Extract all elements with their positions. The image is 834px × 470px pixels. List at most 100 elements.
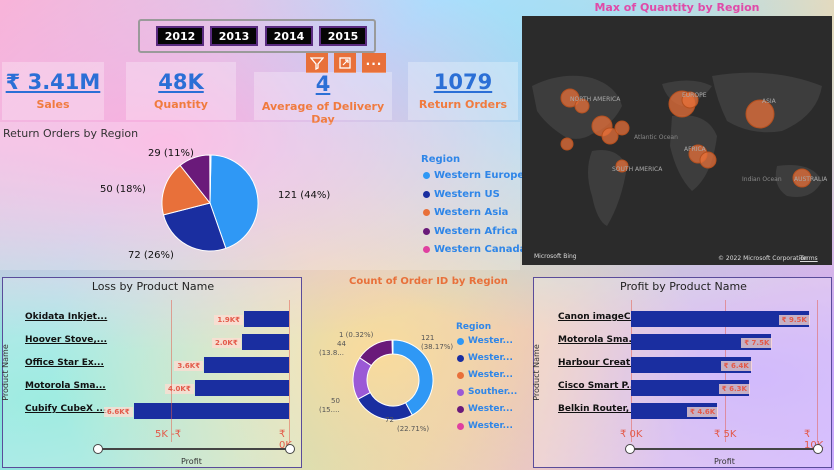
kpi-delivery-day: 4 Average of Delivery Day [254,72,392,126]
profit-bar[interactable] [631,311,809,327]
profit-category-label: Belkin Router, ... [558,404,643,414]
donut-legend-item[interactable]: Wester... [457,370,513,380]
legend-label: Wester... [468,336,513,346]
kpi-label: Return Orders [418,98,508,111]
loss-bar[interactable] [242,334,289,350]
legend-dot [457,388,464,396]
profit-data-label: ₹ 4.6K [687,407,719,417]
loss-bar[interactable] [244,311,289,327]
donut-legend-item[interactable]: Wester... [457,353,513,363]
pie-legend-item[interactable]: Western US [423,189,500,200]
map-label: SOUTH AMERICA [612,166,663,173]
loss-data-label: 6.6K₹ [103,407,133,417]
legend-label: Western US [434,188,500,200]
loss-data-label: 3.6K₹ [174,361,204,371]
profit-range-slider-track[interactable] [629,448,817,450]
filter-icon[interactable] [306,53,328,73]
legend-label: Western Asia [434,207,509,218]
loss-bar[interactable] [204,357,289,373]
profit-category-label: Canon imageC... [558,312,641,322]
legend-label: Wester... [468,421,513,431]
profit-gridline [817,300,818,442]
focus-mode-icon[interactable] [334,53,356,73]
donut-data-label: 121 [421,334,434,342]
map-bubble [699,151,717,169]
loss-category-label: Okidata Inkjet... [25,312,108,322]
legend-dot [423,190,430,198]
loss-range-slider-track[interactable] [97,448,291,450]
loss-range-slider-handle-start[interactable] [93,444,103,454]
year-button-2013[interactable]: 2013 [210,26,258,46]
loss-data-label: 4.0K₹ [165,384,194,394]
pie-data-label: 72 (26%) [128,250,174,261]
loss-gridline [289,300,290,442]
donut-legend-item[interactable]: Wester... [457,404,513,414]
pie-legend-item[interactable]: Western Europe [423,170,524,181]
loss-bar[interactable] [133,403,289,419]
donut-data-label: 72 [385,416,394,424]
kpi-label: Average of Delivery Day [261,100,385,126]
profit-x-tick: ₹ 0K [620,429,643,440]
profit-x-tick: ₹ 5K [714,429,737,440]
return-orders-panel [0,122,520,270]
loss-range-slider-handle-end[interactable] [285,444,295,454]
loss-bar[interactable] [195,380,289,396]
year-button-2015[interactable]: 2015 [319,26,367,46]
pie-slice [209,154,259,249]
map-bubble [574,98,590,114]
legend-dot [457,337,464,345]
legend-label: Western Europe [434,170,525,181]
profit-bar[interactable] [631,334,772,350]
profit-range-slider-handle-start[interactable] [625,444,635,454]
pie-legend-item[interactable]: Western Asia [423,207,508,218]
donut-data-label: (22.71%) [397,425,429,433]
donut-data-label: (15.... [319,406,340,414]
quantity-map[interactable]: NORTH AMERICA EUROPE ASIA AFRICA SOUTH A… [522,16,832,265]
map-label: AUSTRALIA [794,176,828,183]
loss-panel: Loss by Product Name Product Name Okidat… [1,277,302,468]
pie-legend-item[interactable]: Western Canada [423,244,526,255]
loss-gridline [171,300,172,442]
legend-dot [423,227,430,235]
legend-dot [423,246,430,253]
map-label: Atlantic Ocean [634,134,678,141]
loss-category-label: Motorola Sma... [25,381,106,391]
map-title: Max of Quantity by Region [594,1,760,14]
legend-label: Souther... [468,387,518,397]
profit-data-label: ₹ 7.5K [741,338,773,348]
map-terms-link[interactable]: Terms [800,255,818,262]
map-bubble [615,159,629,173]
map-bubble [560,137,574,151]
more-options-icon[interactable]: ... [362,53,386,73]
legend-dot [423,172,430,179]
donut-slice [391,339,394,355]
world-map-svg [522,16,832,265]
year-button-2012[interactable]: 2012 [156,26,204,46]
profit-range-slider-handle-end[interactable] [813,444,823,454]
profit-y-axis-title: Product Name [531,344,541,401]
profit-category-label: Motorola Sma... [558,335,639,345]
loss-title: Loss by Product Name [91,280,215,293]
kpi-return-orders: 1079 Return Orders [408,62,518,120]
donut-data-label: 50 [331,397,340,405]
donut-title: Count of Order ID by Region [349,276,508,287]
pie-slice [162,202,227,252]
legend-dot [457,354,464,362]
donut-data-label: 1 (0.32%) [339,331,374,339]
map-label: ASIA [762,98,776,105]
kpi-label: Sales [36,98,70,111]
pie-slice [209,154,212,204]
map-bubble [681,91,699,109]
kpi-value: 4 [315,72,331,96]
donut-legend-item[interactable]: Wester... [457,336,513,346]
map-label: NORTH AMERICA [570,96,621,103]
kpi-sales: ₹ 3.41M Sales [2,62,104,120]
legend-dot [457,422,464,430]
map-bubble [601,127,619,145]
pie-legend-item[interactable]: Western Africa [423,226,518,237]
year-button-2014[interactable]: 2014 [265,26,313,46]
loss-category-label: Office Star Ex... [25,358,104,368]
profit-data-label: ₹ 6.3K [718,384,750,394]
donut-legend-item[interactable]: Souther... [457,387,517,397]
donut-legend-item[interactable]: Wester... [457,421,513,431]
